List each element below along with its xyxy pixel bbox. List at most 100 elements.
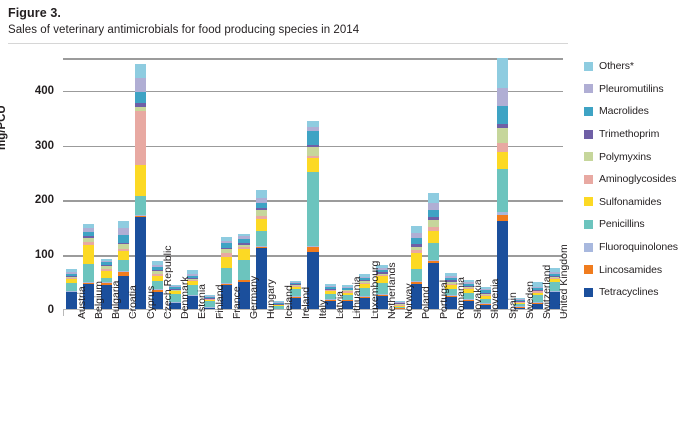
legend-item-penicillins[interactable]: Penicillins bbox=[584, 213, 692, 236]
bar-segment-lincosamides bbox=[548, 291, 560, 293]
legend-item-polymyxins[interactable]: Polymyxins bbox=[584, 145, 692, 168]
bar-poland[interactable] bbox=[410, 226, 423, 310]
bar-segment-polymyxins bbox=[152, 271, 164, 274]
bar-segment-tetracyclines bbox=[341, 301, 354, 310]
bar-segment-fluoroquinolones bbox=[203, 306, 216, 308]
bar-segment-tetracyclines bbox=[169, 303, 181, 310]
bar-segment-aminoglycosides bbox=[169, 290, 181, 292]
bar-segment-macrolides bbox=[290, 282, 302, 284]
bar-segment-trimethoprim bbox=[479, 292, 491, 294]
bar-segment-trimethoprim bbox=[117, 242, 129, 245]
bar-segment-fluoroquinolones bbox=[186, 294, 198, 296]
bar-estonia[interactable] bbox=[186, 270, 198, 310]
bar-belgium[interactable] bbox=[83, 223, 95, 310]
x-tick bbox=[235, 310, 237, 316]
legend-item-sulfonamides[interactable]: Sulfonamides bbox=[584, 191, 692, 214]
bar-italy[interactable] bbox=[307, 120, 319, 310]
bar-segment-aminoglycosides bbox=[324, 290, 336, 292]
bar-slovakia[interactable] bbox=[462, 279, 474, 310]
bar-latvia[interactable] bbox=[324, 284, 336, 310]
legend-item-trimethoprim[interactable]: Trimethoprim bbox=[584, 123, 692, 146]
x-tick bbox=[63, 310, 64, 316]
bar-norway[interactable] bbox=[393, 300, 405, 310]
bar-segment-pleuromutilins bbox=[186, 274, 198, 276]
bar-romania[interactable] bbox=[445, 272, 457, 310]
bar-segment-aminoglycosides bbox=[83, 242, 95, 245]
x-tick bbox=[338, 310, 340, 316]
bar-segment-lincosamides bbox=[376, 294, 388, 296]
bar-segment-penicillins bbox=[341, 295, 354, 300]
legend-item-others[interactable]: Others* bbox=[584, 55, 692, 78]
bar-segment-others bbox=[393, 300, 405, 302]
bar-segment-tetracyclines bbox=[359, 297, 371, 310]
bar-portugal[interactable] bbox=[428, 193, 440, 310]
bar-segment-others bbox=[341, 285, 354, 287]
bar-segment-lincosamides bbox=[514, 307, 526, 308]
bar-segment-penicillins bbox=[531, 294, 543, 303]
bar-croatia[interactable] bbox=[117, 221, 129, 310]
bar-segment-macrolides bbox=[393, 302, 405, 304]
bar-germany[interactable] bbox=[238, 233, 250, 310]
bar-segment-macrolides bbox=[531, 287, 543, 290]
x-tick bbox=[545, 310, 547, 316]
bar-switzerland[interactable] bbox=[531, 281, 543, 310]
bar-netherlands[interactable] bbox=[376, 265, 388, 310]
bar-segment-trimethoprim bbox=[186, 278, 198, 280]
bar-segment-others bbox=[307, 120, 319, 128]
legend-item-aminoglycosides[interactable]: Aminoglycosides bbox=[584, 168, 692, 191]
bar-cyprus[interactable] bbox=[134, 63, 147, 310]
bar-segment-macrolides bbox=[514, 300, 526, 301]
bar-segment-tetracyclines bbox=[531, 303, 543, 310]
bar-austria[interactable] bbox=[66, 268, 78, 310]
bar-segment-sulfonamides bbox=[428, 230, 440, 243]
bar-spain[interactable] bbox=[497, 58, 509, 310]
bar-bulgaria[interactable] bbox=[100, 258, 112, 310]
bar-united-kingdom[interactable] bbox=[548, 267, 560, 310]
bar-segment-penicillins bbox=[169, 294, 181, 302]
figure-number: Figure 3. bbox=[8, 6, 61, 20]
legend-item-pleuromutilins[interactable]: Pleuromutilins bbox=[584, 78, 692, 101]
bar-segment-fluoroquinolones bbox=[134, 214, 147, 216]
bar-slovenia[interactable] bbox=[479, 286, 491, 310]
legend-item-lincosamides[interactable]: Lincosamides bbox=[584, 258, 692, 281]
legend-item-tetracyclines[interactable]: Tetracyclines bbox=[584, 281, 692, 304]
bar-segment-fluoroquinolones bbox=[83, 281, 95, 283]
y-axis-title: mg/PCU bbox=[0, 105, 8, 150]
x-tick bbox=[407, 310, 409, 316]
x-tick bbox=[425, 310, 427, 316]
bar-segment-trimethoprim bbox=[531, 289, 543, 291]
bar-segment-tetracyclines bbox=[514, 307, 526, 310]
legend-swatch-icon bbox=[584, 219, 593, 229]
bar-france[interactable] bbox=[221, 236, 233, 310]
legend-item-fluoroquinolones[interactable]: Fluoroquinolones bbox=[584, 236, 692, 259]
bar-segment-sulfonamides bbox=[152, 275, 164, 281]
bar-segment-others bbox=[428, 193, 440, 204]
bar-ireland[interactable] bbox=[290, 280, 302, 310]
x-tick bbox=[114, 310, 116, 316]
x-tick bbox=[269, 310, 271, 316]
bar-segment-pleuromutilins bbox=[169, 286, 181, 288]
x-label-belgium: Belgium bbox=[92, 281, 105, 319]
bar-segment-trimethoprim bbox=[290, 283, 302, 285]
bar-segment-pleuromutilins bbox=[479, 288, 491, 291]
x-label-poland: Poland bbox=[420, 286, 433, 319]
x-label-romania: Romania bbox=[454, 276, 467, 319]
bar-segment-polymyxins bbox=[134, 107, 147, 111]
bar-segment-aminoglycosides bbox=[255, 215, 267, 219]
legend-item-macrolides[interactable]: Macrolides bbox=[584, 100, 692, 123]
bar-segment-penicillins bbox=[428, 242, 440, 261]
bar-sweden[interactable] bbox=[514, 298, 526, 310]
bar-segment-fluoroquinolones bbox=[393, 307, 405, 309]
bar-czech-republic[interactable] bbox=[152, 261, 164, 310]
bar-luxembourg[interactable] bbox=[359, 274, 371, 310]
bar-segment-lincosamides bbox=[203, 307, 216, 309]
bar-segment-lincosamides bbox=[428, 261, 440, 264]
bar-segment-pleuromutilins bbox=[272, 302, 285, 303]
bar-segment-tetracyclines bbox=[497, 221, 509, 310]
bar-denmark[interactable] bbox=[169, 284, 181, 310]
bar-segment-sulfonamides bbox=[410, 252, 423, 269]
bar-lithuania[interactable] bbox=[341, 285, 354, 310]
bar-segment-sulfonamides bbox=[100, 271, 112, 278]
bar-segment-sulfonamides bbox=[462, 289, 474, 293]
bar-hungary[interactable] bbox=[255, 190, 267, 310]
